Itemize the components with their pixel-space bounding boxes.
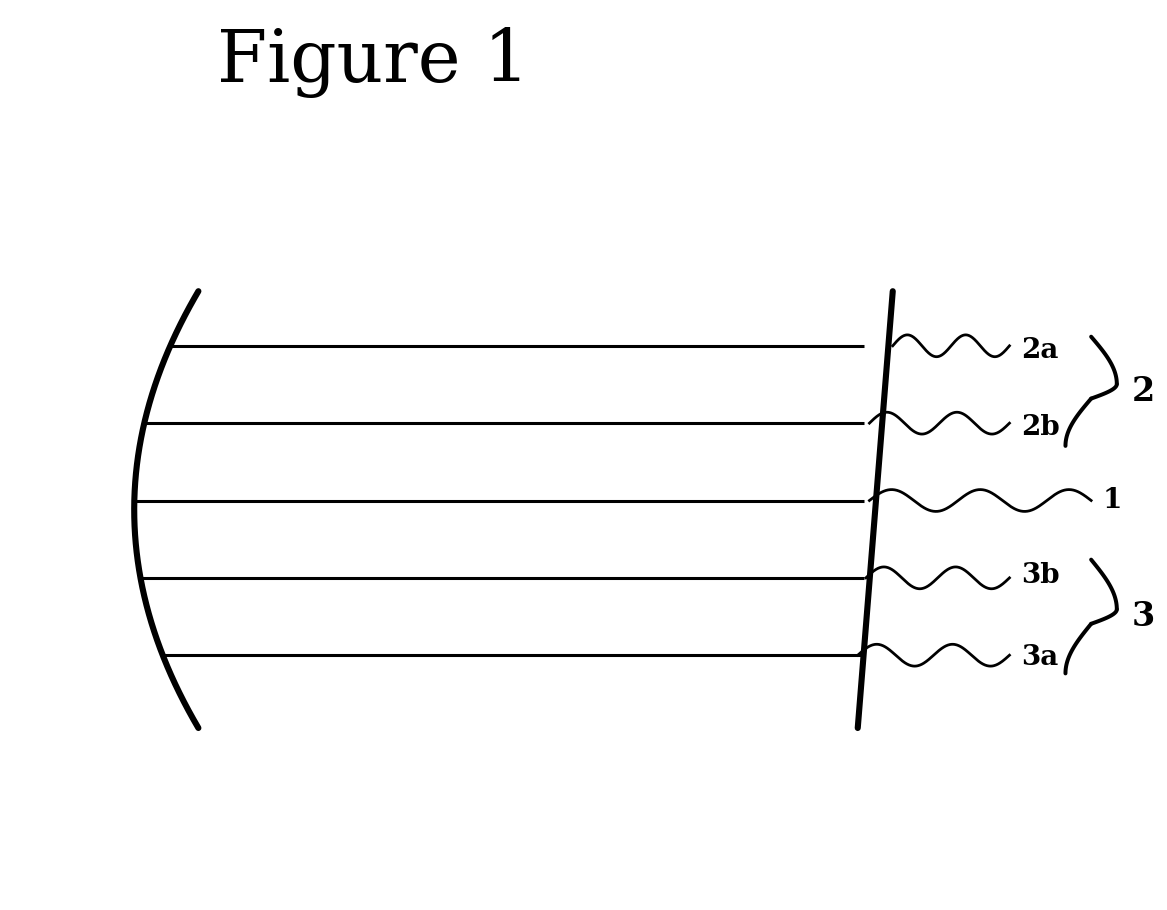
Text: 2a: 2a [1021,337,1058,364]
Text: 1: 1 [1103,487,1123,514]
Text: 3b: 3b [1021,561,1060,589]
Text: 2: 2 [1132,375,1155,408]
Text: 3a: 3a [1021,643,1058,671]
Text: 3: 3 [1132,601,1155,633]
Text: Figure 1: Figure 1 [217,27,530,98]
Text: 2b: 2b [1021,414,1060,441]
